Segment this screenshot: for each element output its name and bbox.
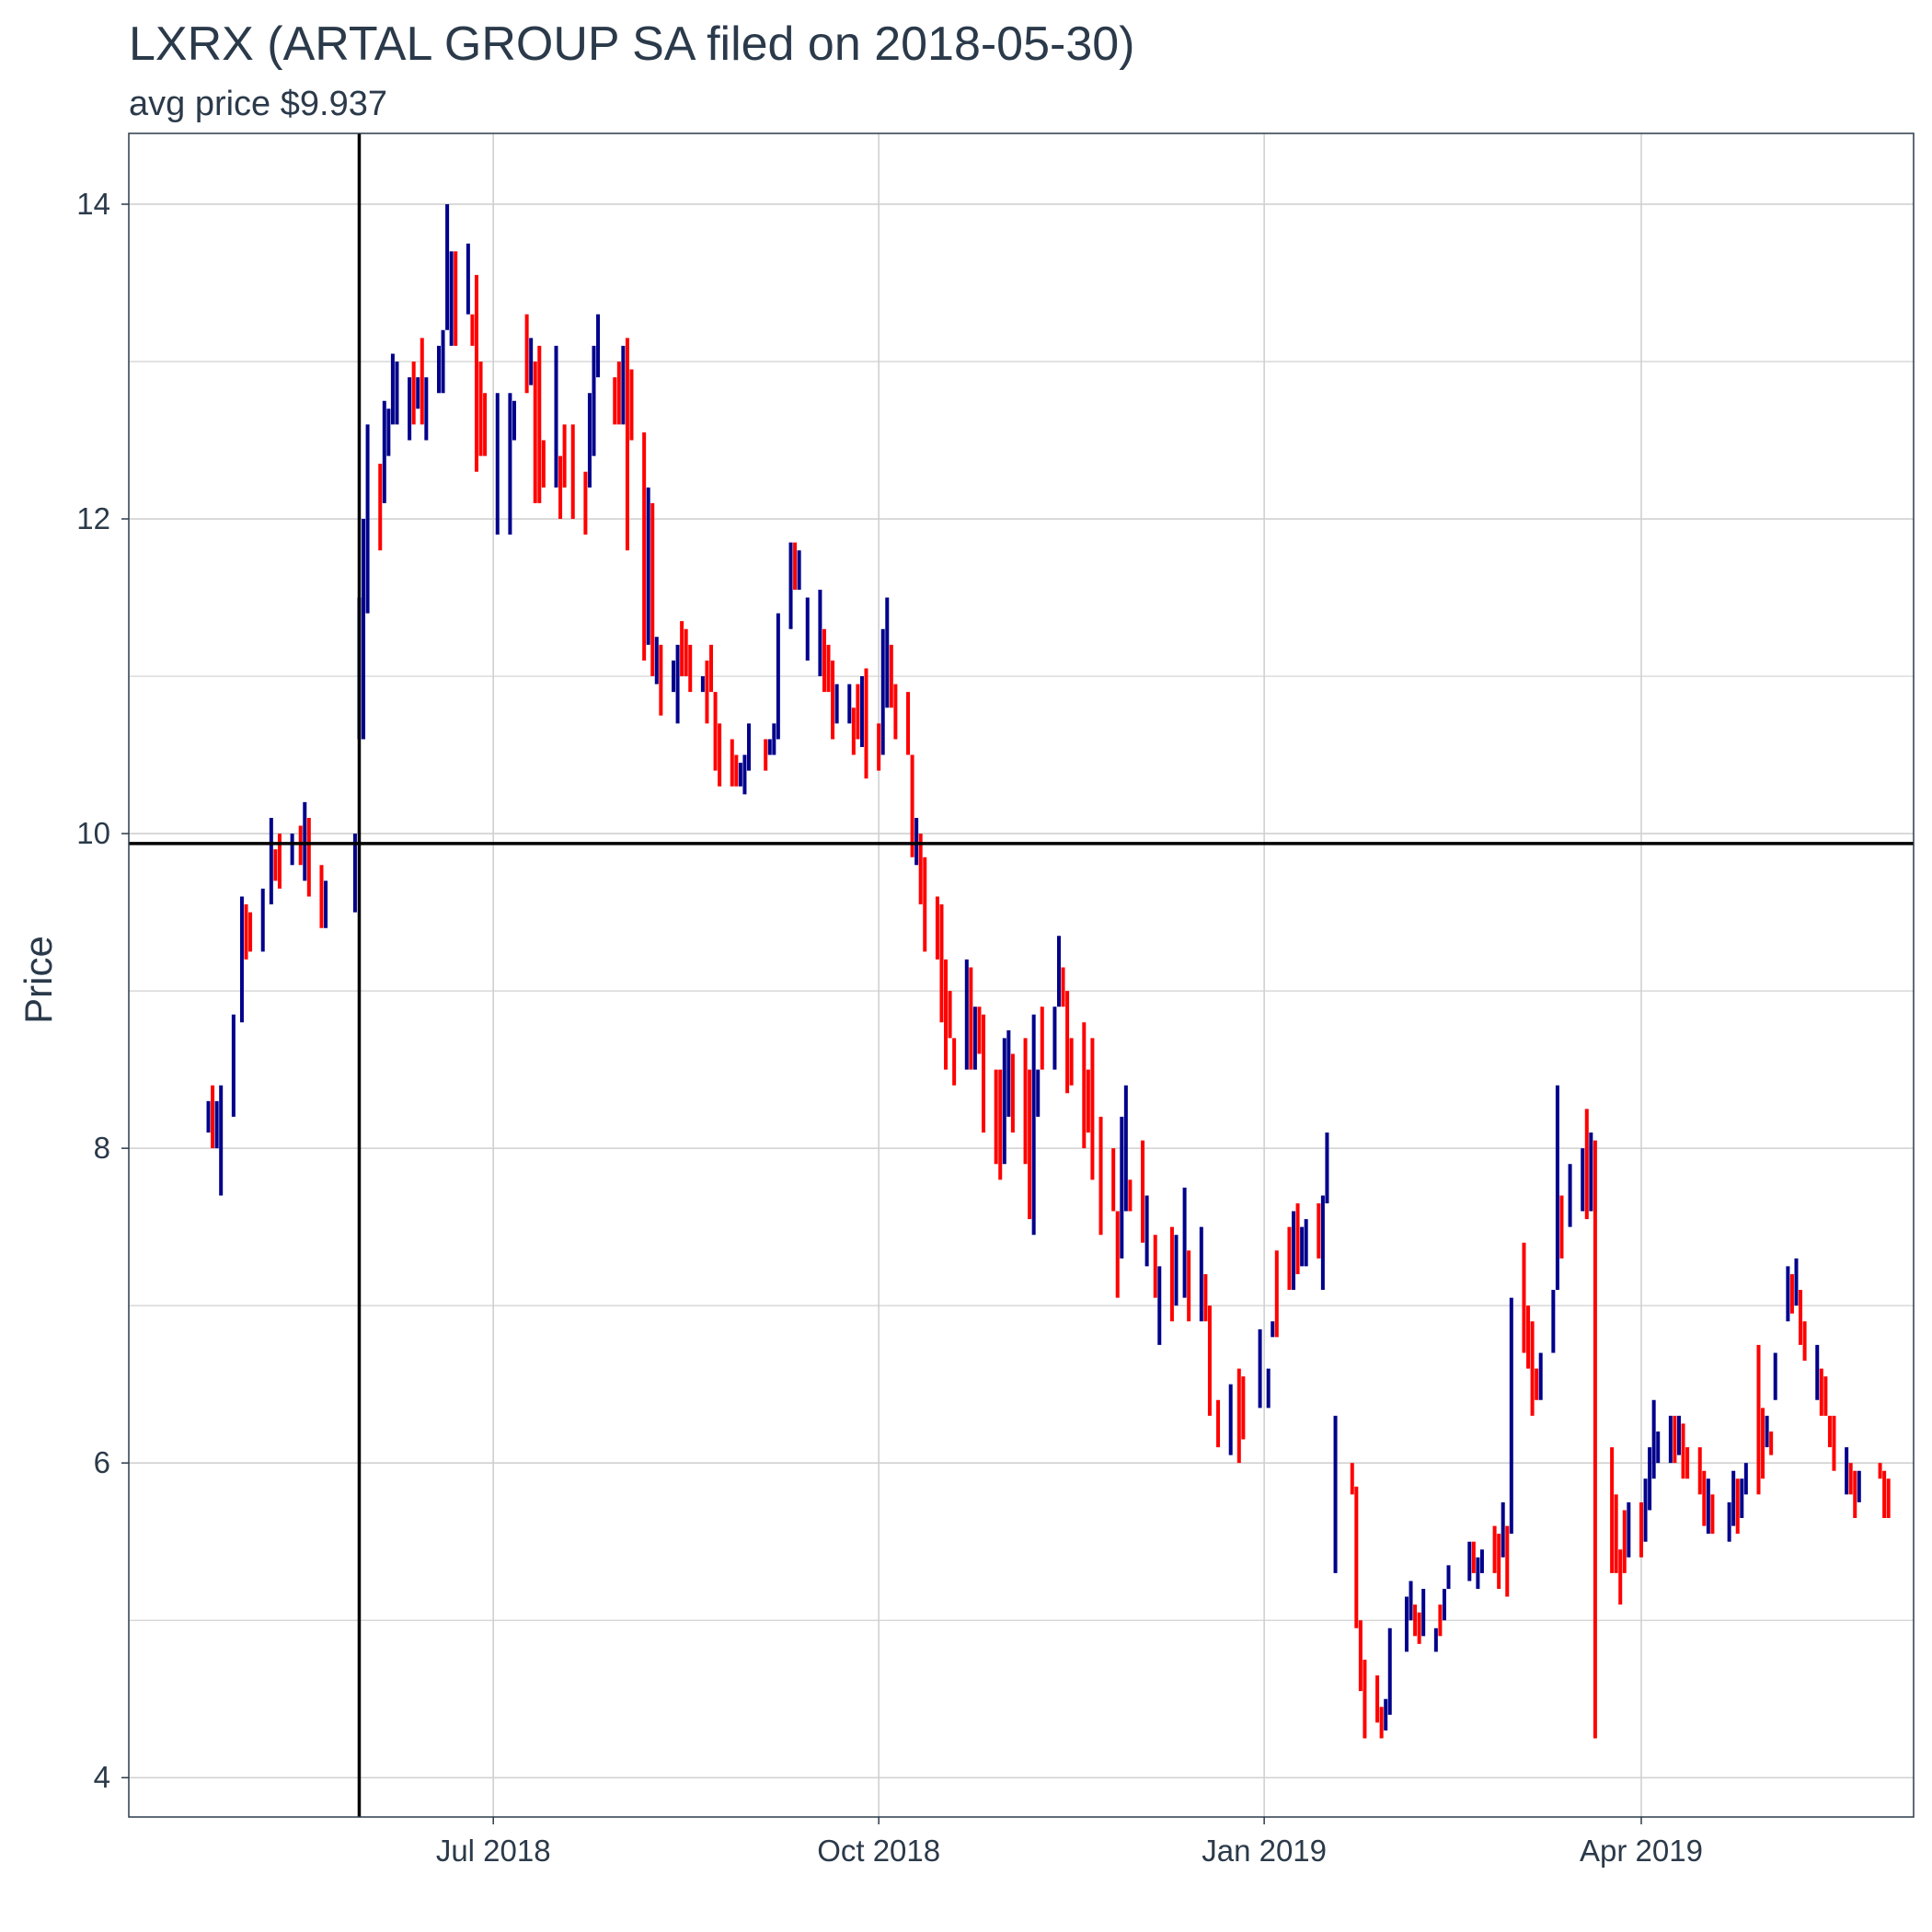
y-axis-title: Price <box>17 936 60 1024</box>
y-tick-label: 8 <box>94 1131 110 1165</box>
x-tick-label: Apr 2019 <box>1580 1834 1703 1868</box>
y-tick-label: 12 <box>76 501 110 535</box>
x-axis-ticks: Jul 2018 Oct 2018 Jan 2019 Apr 2019 <box>436 1817 1703 1868</box>
y-tick-label: 4 <box>94 1760 110 1794</box>
x-tick-label: Jul 2018 <box>436 1834 551 1868</box>
x-tick-label: Jan 2019 <box>1202 1834 1327 1868</box>
x-tick-label: Oct 2018 <box>817 1834 940 1868</box>
reference-lines <box>129 133 1914 1817</box>
panel-border <box>128 132 1915 1818</box>
price-bars <box>206 203 1891 1739</box>
y-tick-label: 14 <box>76 187 110 221</box>
y-tick-label: 10 <box>76 816 110 850</box>
chart-title: LXRX (ARTAL GROUP SA filed on 2018-05-30… <box>129 17 1135 71</box>
grid-lines <box>129 133 1914 1817</box>
y-tick-label: 6 <box>94 1445 110 1479</box>
y-axis-ticks: 4 6 8 10 12 14 <box>76 187 129 1794</box>
chart-subtitle: avg price $9.937 <box>129 85 387 123</box>
